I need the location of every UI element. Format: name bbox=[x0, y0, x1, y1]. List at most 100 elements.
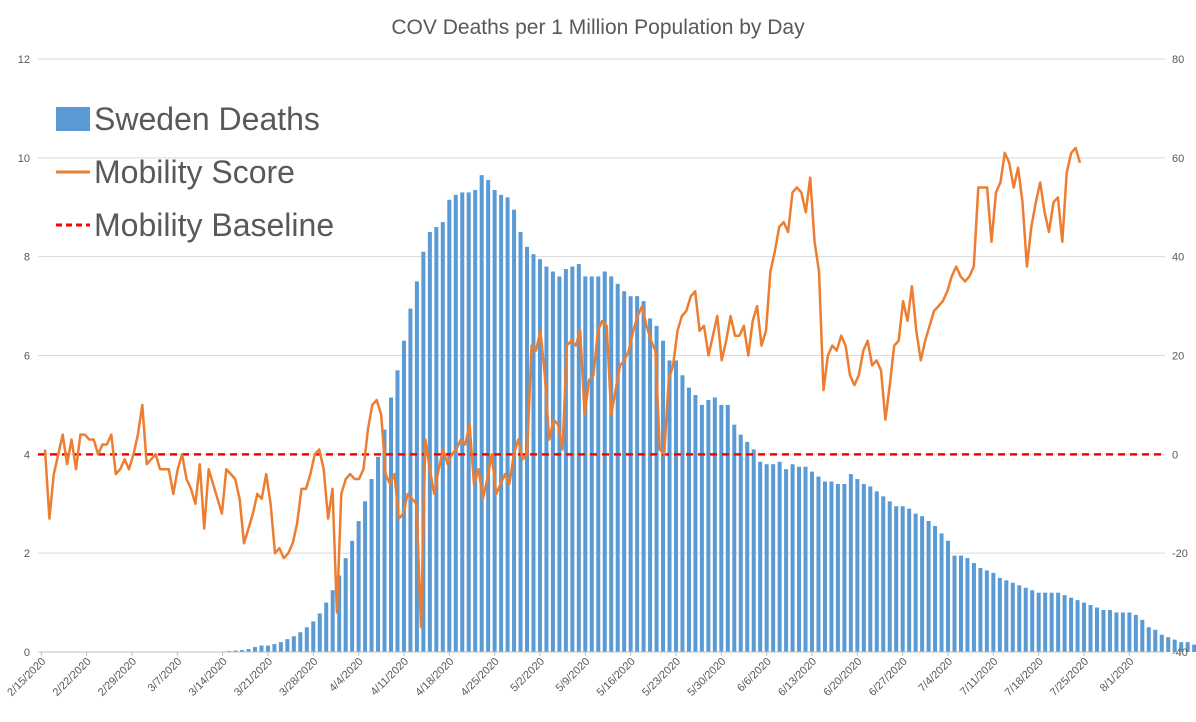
chart-title: COV Deaths per 1 Million Population by D… bbox=[391, 16, 805, 39]
bar bbox=[252, 647, 257, 652]
bar bbox=[602, 271, 607, 652]
bar bbox=[1062, 595, 1067, 652]
bar bbox=[712, 397, 717, 652]
bar bbox=[278, 642, 283, 652]
bar bbox=[777, 461, 782, 652]
bar bbox=[337, 575, 342, 652]
bar bbox=[719, 404, 724, 652]
bar bbox=[1133, 614, 1138, 652]
bar bbox=[311, 621, 316, 652]
bar bbox=[784, 469, 789, 652]
bar bbox=[330, 590, 335, 652]
bar bbox=[978, 567, 983, 652]
bar bbox=[272, 644, 277, 652]
bar bbox=[699, 404, 704, 652]
bar bbox=[382, 429, 387, 652]
bar bbox=[1146, 627, 1151, 652]
bar bbox=[1172, 639, 1177, 652]
bar bbox=[434, 227, 439, 652]
bar bbox=[939, 533, 944, 652]
bar bbox=[356, 521, 361, 652]
bar bbox=[758, 461, 763, 652]
bar bbox=[628, 296, 633, 652]
bar bbox=[317, 613, 322, 652]
bar bbox=[635, 296, 640, 652]
legend-swatch-sweden-deaths bbox=[56, 107, 90, 131]
bar bbox=[1023, 587, 1028, 652]
bar bbox=[440, 222, 445, 652]
bar bbox=[1049, 592, 1054, 652]
bar bbox=[725, 404, 730, 652]
bar bbox=[641, 301, 646, 652]
gridlines bbox=[38, 58, 1165, 554]
bar bbox=[1140, 619, 1145, 652]
bar bbox=[466, 192, 471, 653]
y-axis-left: 0 2 4 6 8 10 12 bbox=[18, 54, 30, 659]
bar bbox=[790, 464, 795, 652]
bar bbox=[881, 496, 886, 652]
bar bbox=[907, 508, 912, 652]
bar bbox=[350, 540, 355, 652]
bar bbox=[667, 360, 672, 652]
bar bbox=[240, 650, 245, 652]
y-left-tick-label: 12 bbox=[18, 54, 30, 66]
bar bbox=[686, 387, 691, 652]
bar bbox=[745, 441, 750, 652]
bar bbox=[265, 645, 270, 652]
bar bbox=[809, 471, 815, 652]
legend-label-mobility-baseline: Mobility Baseline bbox=[94, 207, 334, 243]
bar bbox=[900, 506, 905, 652]
bar bbox=[1179, 642, 1184, 652]
bar bbox=[887, 501, 892, 652]
y-right-tick-label: 0 bbox=[1172, 449, 1178, 461]
bar bbox=[1043, 592, 1048, 652]
bar bbox=[732, 424, 737, 652]
bar bbox=[1056, 592, 1061, 652]
bar bbox=[946, 540, 951, 652]
bar bbox=[512, 209, 517, 653]
bar bbox=[706, 399, 711, 652]
bar bbox=[1120, 612, 1125, 652]
bar bbox=[589, 276, 594, 652]
bar bbox=[544, 266, 549, 652]
y-left-tick-label: 4 bbox=[24, 449, 30, 461]
bar bbox=[855, 479, 860, 652]
bar bbox=[427, 231, 432, 653]
bar bbox=[1153, 629, 1158, 652]
bar bbox=[376, 456, 381, 652]
bar bbox=[259, 645, 264, 652]
bar bbox=[550, 271, 555, 652]
bar bbox=[609, 276, 614, 652]
bar bbox=[563, 269, 568, 652]
y-right-tick-label: -20 bbox=[1172, 548, 1188, 560]
bar bbox=[1192, 644, 1196, 652]
bar bbox=[874, 491, 879, 652]
bar bbox=[570, 266, 575, 652]
bar bbox=[596, 276, 601, 652]
bar bbox=[622, 291, 627, 652]
bar bbox=[913, 513, 918, 652]
mobility-line-path bbox=[43, 146, 1082, 629]
bar bbox=[1166, 637, 1171, 652]
bar bbox=[576, 264, 581, 652]
bar bbox=[246, 649, 251, 652]
bar bbox=[1082, 602, 1087, 652]
bar bbox=[680, 375, 685, 652]
bar bbox=[1185, 642, 1190, 652]
y-right-tick-label: -40 bbox=[1172, 647, 1188, 659]
bar bbox=[803, 466, 808, 652]
y-left-tick-label: 10 bbox=[18, 153, 30, 165]
bar bbox=[1094, 607, 1099, 652]
bar bbox=[298, 632, 303, 652]
bar bbox=[848, 474, 853, 652]
bar bbox=[822, 481, 827, 652]
bar bbox=[401, 340, 406, 652]
bar bbox=[291, 636, 296, 652]
bar bbox=[751, 449, 756, 652]
bar bbox=[816, 476, 821, 652]
bar bbox=[343, 558, 348, 652]
bar bbox=[1127, 612, 1132, 652]
bar bbox=[583, 276, 588, 652]
